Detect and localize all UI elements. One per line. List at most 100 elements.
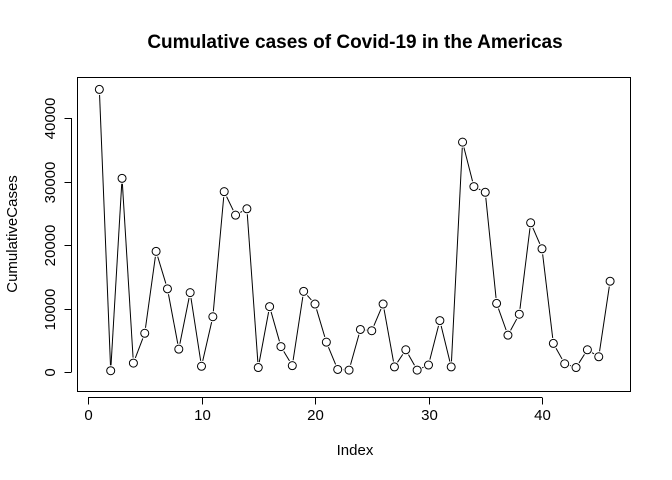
data-point bbox=[526, 218, 536, 228]
series-line-segment bbox=[510, 318, 518, 331]
data-point bbox=[605, 276, 615, 286]
series-line-segment bbox=[226, 196, 234, 211]
data-point bbox=[560, 359, 570, 369]
series-line-segment bbox=[270, 311, 280, 342]
x-tick-label: 30 bbox=[421, 407, 438, 424]
data-point bbox=[458, 137, 468, 147]
series-line-segment bbox=[591, 352, 595, 355]
data-point bbox=[276, 342, 286, 352]
series-line-segment bbox=[429, 325, 439, 360]
data-point bbox=[117, 173, 127, 183]
data-point bbox=[219, 187, 229, 197]
plot-area bbox=[77, 77, 631, 392]
y-tick-label: 20000 bbox=[42, 225, 59, 267]
series-line-segment bbox=[145, 256, 156, 328]
series-line-segment bbox=[283, 351, 290, 362]
series-line-segment bbox=[246, 214, 259, 363]
series-line-segment bbox=[555, 347, 563, 360]
data-point bbox=[492, 298, 502, 308]
series-line-segment bbox=[258, 311, 270, 363]
data-point bbox=[287, 361, 297, 371]
series-line-segment bbox=[408, 354, 415, 366]
x-tick-label: 40 bbox=[534, 407, 551, 424]
data-point bbox=[344, 365, 354, 375]
data-point bbox=[389, 362, 399, 372]
data-point bbox=[503, 330, 513, 340]
series-line-segment bbox=[578, 354, 585, 364]
series-line-segment bbox=[121, 183, 134, 358]
y-axis-label: CumulativeCases bbox=[4, 175, 21, 293]
series-line-segment bbox=[99, 94, 111, 366]
series-line-segment bbox=[190, 297, 202, 361]
data-point bbox=[185, 288, 195, 298]
series-line-segment bbox=[519, 228, 531, 309]
series-line-segment bbox=[167, 294, 179, 344]
data-point bbox=[469, 182, 479, 192]
series-line-segment bbox=[542, 254, 554, 339]
data-series bbox=[94, 84, 615, 376]
x-tick-label: 0 bbox=[84, 407, 92, 424]
series-line-segment bbox=[110, 183, 123, 366]
data-point bbox=[412, 365, 422, 375]
data-point bbox=[208, 312, 218, 322]
data-point bbox=[128, 358, 138, 368]
series-line-segment bbox=[397, 354, 404, 363]
series-line-segment bbox=[450, 147, 463, 362]
series-line-segment bbox=[440, 325, 451, 362]
data-point bbox=[446, 362, 456, 372]
data-point bbox=[355, 324, 365, 334]
series-line-segment bbox=[157, 256, 167, 284]
data-point bbox=[242, 204, 252, 214]
data-point bbox=[265, 302, 275, 312]
series-line-segment bbox=[212, 197, 225, 312]
data-point bbox=[321, 337, 331, 347]
series-line-segment bbox=[179, 297, 190, 344]
series-line-segment bbox=[485, 197, 497, 298]
x-axis: 0 10 20 30 40 bbox=[84, 397, 551, 424]
series-line-segment bbox=[134, 338, 144, 359]
series-line-segment bbox=[383, 309, 394, 362]
series-line-segment bbox=[292, 296, 304, 361]
data-point bbox=[514, 309, 524, 319]
data-point bbox=[480, 187, 490, 197]
series-line-segment bbox=[478, 188, 481, 191]
data-point bbox=[231, 210, 241, 220]
y-tick-label: 10000 bbox=[42, 289, 59, 331]
data-point bbox=[594, 352, 604, 362]
y-tick-label: 30000 bbox=[42, 162, 59, 204]
data-point bbox=[401, 345, 411, 355]
series-line-segment bbox=[463, 147, 474, 182]
y-axis: 0 10000 20000 30000 40000 bbox=[42, 98, 72, 377]
chart-title: Cumulative cases of Covid-19 in the Amer… bbox=[147, 32, 562, 53]
data-point bbox=[333, 364, 343, 374]
series-line-segment bbox=[350, 334, 360, 365]
series-line-segment bbox=[316, 309, 326, 338]
data-point bbox=[537, 244, 547, 254]
y-tick-label: 40000 bbox=[42, 98, 59, 140]
data-point bbox=[367, 326, 377, 336]
data-point bbox=[310, 299, 320, 309]
series-line-segment bbox=[421, 366, 424, 369]
series-line-segment bbox=[306, 295, 312, 301]
series-line-segment bbox=[373, 308, 382, 326]
x-tick-label: 20 bbox=[307, 407, 324, 424]
data-point bbox=[582, 345, 592, 355]
series-line-segment bbox=[202, 322, 213, 362]
series-line-segment bbox=[532, 227, 541, 244]
data-point bbox=[106, 366, 116, 376]
data-point bbox=[571, 363, 581, 373]
data-point bbox=[299, 286, 309, 296]
data-point bbox=[435, 316, 445, 326]
data-point bbox=[174, 344, 184, 354]
data-point bbox=[140, 328, 150, 338]
data-point bbox=[151, 246, 161, 256]
data-point bbox=[94, 84, 104, 94]
data-point bbox=[378, 299, 388, 309]
data-point bbox=[424, 360, 433, 370]
series-line-segment bbox=[240, 211, 243, 213]
x-tick-label: 10 bbox=[194, 407, 211, 424]
series-line-segment bbox=[497, 308, 507, 331]
x-axis-label: Index bbox=[337, 442, 374, 459]
data-point bbox=[253, 363, 263, 373]
